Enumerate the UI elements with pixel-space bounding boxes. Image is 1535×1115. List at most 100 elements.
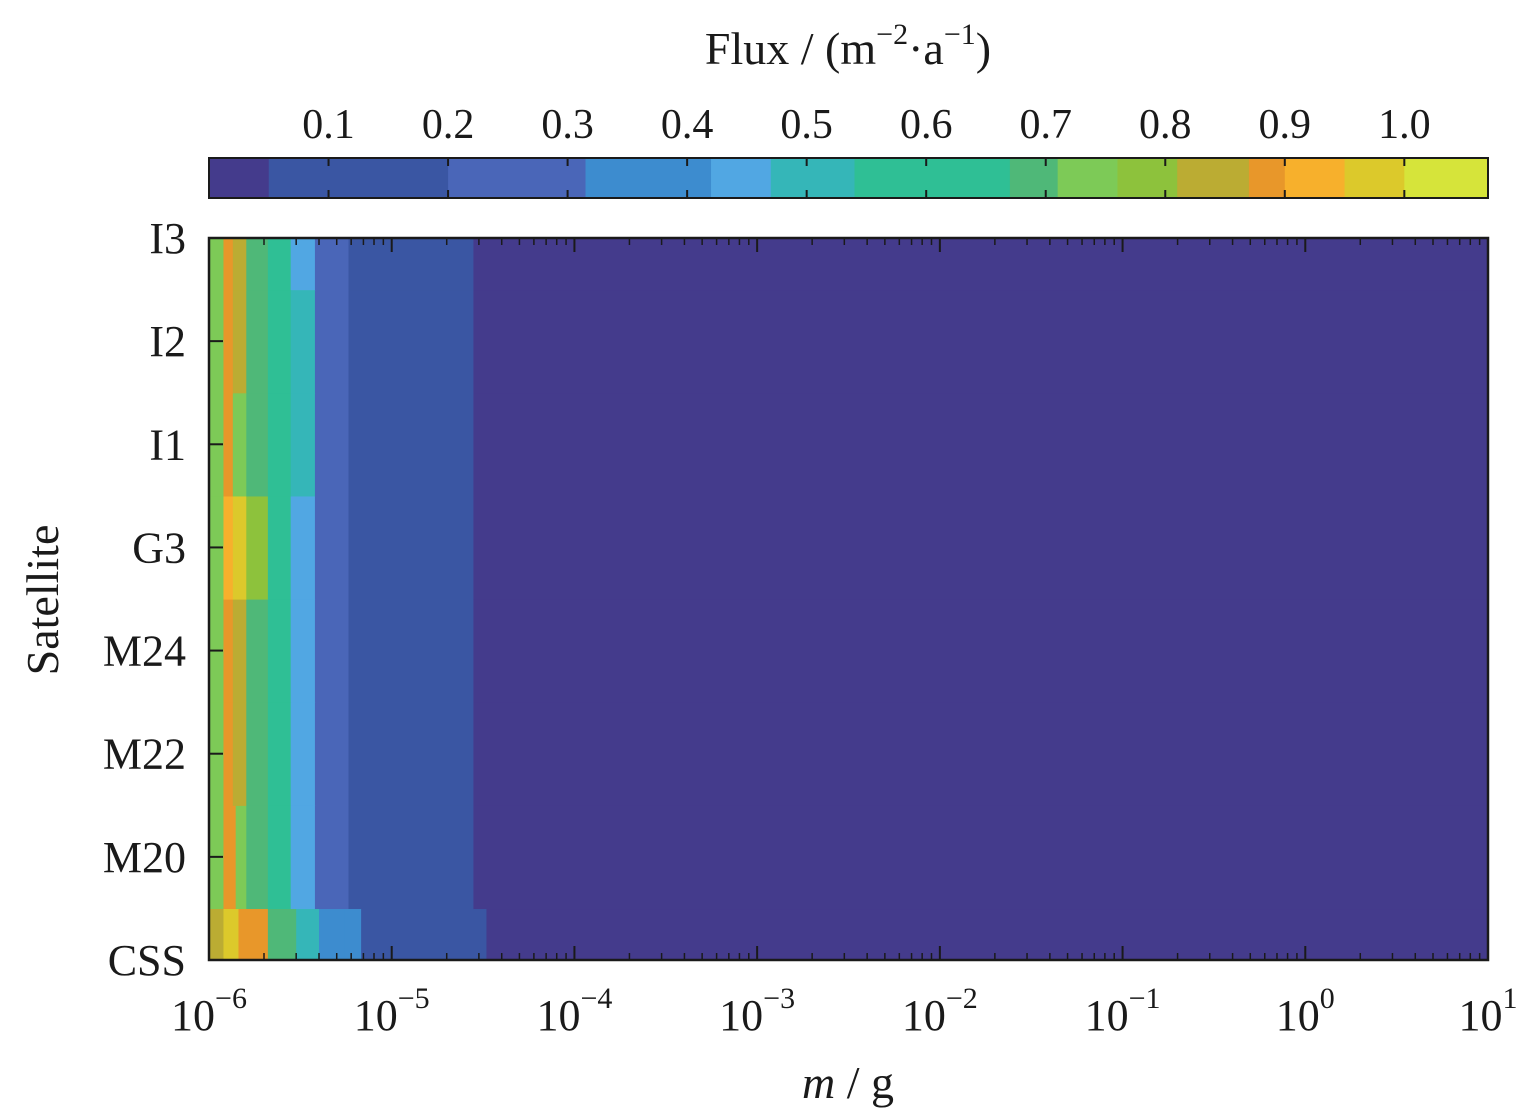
y-tick-label: I3 [149,214,186,263]
heatmap-cell [232,392,247,497]
heatmap-cell [473,702,1489,806]
x-tick-label: 10−1 [1085,982,1161,1040]
heatmap-cell [314,805,350,910]
heatmap-cell [232,599,247,703]
heatmap-cell [314,702,350,806]
heatmap-cell [290,289,316,394]
colorbar-tick-label: 0.5 [780,102,833,148]
y-tick-label: M24 [103,627,186,676]
heatmap-cell [296,908,320,961]
x-tick-base: 10 [171,991,215,1040]
colorbar-tick-label: 0.3 [541,102,594,148]
colorbar-title-exp1: −2 [876,18,908,51]
heatmap-cell [314,599,350,703]
heatmap-cell [348,238,475,291]
heatmap-cell [486,908,1489,961]
heatmap-cell [290,599,316,703]
x-tick-exponent: −6 [215,982,247,1015]
heatmap-cell [232,702,247,806]
heatmap-cell [246,238,269,291]
colorbar-level-6 [854,158,1011,198]
x-tick-label: 101 [1459,982,1518,1040]
x-tick-label: 10−3 [719,982,795,1040]
colorbar-tick-label: 0.2 [422,102,475,148]
heatmap-cell [348,599,475,703]
heatmap-cell [232,495,247,600]
heatmap-cell [314,392,350,497]
colorbar-level-4 [711,158,772,198]
colorbar-level-9 [1117,158,1178,198]
colorbar-level-2 [448,158,587,198]
heatmap-cell [246,392,269,497]
heatmap-cell [267,599,292,703]
heatmap-cell [209,238,225,291]
heatmap-cell [238,908,269,961]
heatmap-cell [290,238,316,291]
heatmap-cell [314,495,350,600]
heatmap-cell [232,238,247,291]
heatmap-cell [223,599,234,703]
y-tick-label: M20 [103,833,186,882]
plot-frame [207,236,1490,962]
colorbar-title-prefix: Flux / (m [705,23,876,74]
x-tick-exponent: −1 [1129,982,1161,1015]
heatmap-cell [223,908,240,961]
x-axis-title: m / g [802,1057,894,1108]
heatmap-cell [473,495,1489,600]
heatmap-cell [246,599,269,703]
x-tick-exponent: −4 [580,982,612,1015]
heatmap-cell [290,702,316,806]
x-axis-title-rest: / g [835,1057,894,1108]
heatmap-cell [223,392,234,497]
heatmap-cell [267,908,297,961]
x-tick-label: 10−2 [902,982,978,1040]
colorbar-title-mid: ·a [908,23,944,74]
heatmap-cell [223,238,234,291]
heatmap-cell [209,908,225,961]
heatmap-cell [348,289,475,394]
colorbar-tick-label: 0.4 [661,102,714,148]
colorbar: 0.1 0.2 0.3 0.4 0.5 0.6 0.7 0.8 0.9 1.0 [208,102,1489,199]
x-tick-base: 10 [1276,991,1320,1040]
heatmap-cell [361,908,488,961]
heatmap-cell [473,599,1489,703]
colorbar-level-5 [770,158,855,198]
x-axis-title-italic: m [802,1057,835,1108]
heatmap-cell [267,238,292,291]
x-tick-base: 10 [354,991,398,1040]
x-tick-base: 10 [1085,991,1129,1040]
y-axis-title: Satellite [17,525,68,676]
heatmap-cell [290,495,316,600]
x-tick-label: 10−5 [354,982,430,1040]
x-tick-exponent: 0 [1320,982,1335,1015]
heatmap-cell [267,289,292,394]
heatmap-cell [246,289,269,394]
heatmap-cell [348,805,475,910]
colorbar-title: Flux / (m−2·a−1) [705,18,991,74]
colorbar-level-14 [1404,158,1489,198]
heatmap-cell [473,805,1489,910]
colorbar-level-12 [1284,158,1346,198]
x-axis: 10−6 10−5 10−4 10−3 10−2 10−1 100 101 [171,238,1518,1040]
heatmap-cell [314,289,350,394]
x-tick-exponent: −5 [398,982,430,1015]
colorbar-level-1 [268,158,449,198]
y-tick-label: I2 [149,317,186,366]
heatmap-cell [319,908,345,961]
y-tick-label: CSS [108,936,186,985]
y-tick-label: I1 [149,420,186,469]
colorbar-level-3 [585,158,712,198]
heatmap-cell [235,805,247,910]
heatmap-cell [223,805,237,910]
colorbar-level-11 [1248,158,1286,198]
heatmap-cell [267,495,292,600]
heatmap-cell [232,289,247,394]
x-tick-label: 10−6 [171,982,247,1040]
colorbar-level-10 [1177,158,1250,198]
y-axis: CSS M20 M22 M24 G3 I1 I2 I3 [103,214,223,985]
heatmap-cell [267,702,292,806]
x-tick-base: 10 [536,991,580,1040]
plot-area [207,236,1490,962]
x-tick-base: 10 [719,991,763,1040]
heatmap-cell [348,392,475,497]
